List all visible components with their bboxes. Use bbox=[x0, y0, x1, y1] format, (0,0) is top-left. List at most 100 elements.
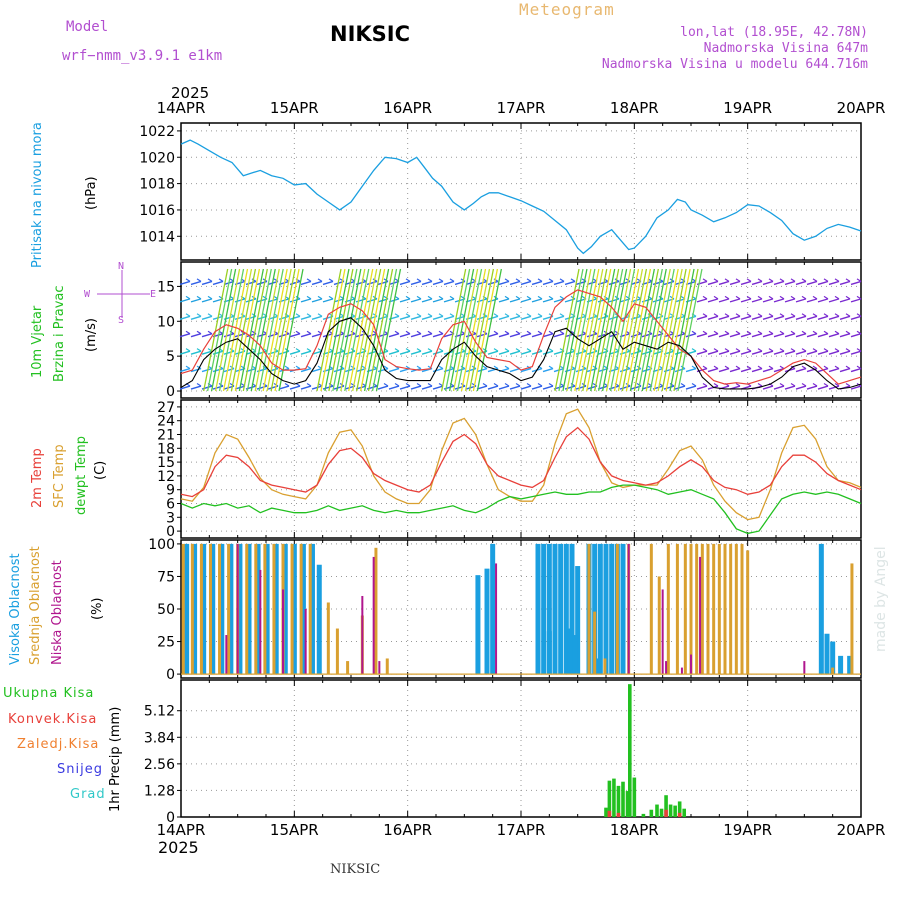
precip-bar bbox=[682, 808, 686, 817]
wind-arrow-head bbox=[724, 365, 730, 370]
wind-arrow bbox=[190, 315, 202, 320]
wind-arrow-head bbox=[306, 348, 312, 352]
cloud-bar-high bbox=[824, 633, 830, 675]
wind-arrow bbox=[256, 385, 268, 390]
wind-arrow bbox=[608, 298, 620, 303]
wind-fan bbox=[460, 268, 487, 392]
wind-arrow bbox=[421, 333, 433, 338]
wind-arrow-head bbox=[735, 365, 741, 370]
wind-arrow-head bbox=[812, 278, 818, 282]
wind-arrow-head bbox=[493, 313, 499, 317]
dewpoint-line bbox=[180, 484, 862, 535]
cloud-bar-low bbox=[372, 556, 375, 675]
cloud-bar-high bbox=[546, 543, 552, 675]
wind-arrow bbox=[487, 350, 499, 355]
cloud-bar-mid bbox=[290, 543, 294, 675]
precip-bar bbox=[664, 809, 668, 817]
wind-arrow bbox=[828, 280, 840, 286]
cloud-bar-mid bbox=[263, 543, 267, 675]
wind-arrow-head bbox=[515, 348, 521, 352]
wind-arrow-head bbox=[746, 348, 752, 352]
cloud-bar-low bbox=[236, 543, 239, 675]
wind-arrow-head bbox=[306, 278, 312, 282]
wind-arrow bbox=[718, 298, 730, 303]
cloud-bar-mid bbox=[346, 661, 350, 675]
cloud-bar-mid bbox=[254, 543, 258, 675]
wind-arrow-head bbox=[779, 313, 785, 317]
cloud-bar-high bbox=[219, 543, 225, 675]
wind-fan bbox=[214, 268, 241, 392]
wind-arrow bbox=[267, 350, 279, 355]
wind-arrow bbox=[509, 280, 521, 286]
precip-bar bbox=[649, 809, 654, 817]
cloud-bar-high bbox=[210, 543, 216, 675]
cloud-bar-low bbox=[378, 661, 381, 675]
wind-arrow-head bbox=[394, 383, 400, 387]
pressure-line bbox=[180, 139, 862, 255]
compass-e: E bbox=[150, 289, 157, 300]
wind-arrow bbox=[762, 350, 774, 355]
wind-arrow-head bbox=[823, 365, 829, 370]
wind-arrow bbox=[509, 298, 521, 303]
wind-arrow bbox=[498, 385, 510, 390]
wind-arrow-head bbox=[493, 383, 499, 387]
wind-arrow bbox=[762, 298, 774, 303]
wind-fan bbox=[324, 268, 350, 392]
wind-arrow bbox=[531, 298, 543, 303]
wind-arrow-head bbox=[768, 365, 774, 370]
cloud-bar-high bbox=[192, 543, 198, 675]
wind-arrow-head bbox=[746, 365, 752, 370]
wind-arrow bbox=[828, 385, 840, 390]
wind-arrow bbox=[762, 333, 774, 338]
wind-arrow-head bbox=[262, 295, 268, 300]
wind-arrow-head bbox=[823, 278, 829, 282]
cloud-bar-mid bbox=[746, 550, 750, 675]
wind-fan bbox=[344, 268, 370, 392]
x-tick-label-bottom: 18APR bbox=[610, 821, 659, 839]
wind-arrow-head bbox=[548, 383, 554, 387]
cloud-bar-mid bbox=[831, 667, 835, 675]
sfc-temp-line bbox=[180, 408, 862, 521]
wind-arrow bbox=[311, 333, 323, 338]
wind-arrow-head bbox=[548, 295, 554, 300]
wind-arrow-head bbox=[702, 365, 708, 370]
wind-arrow bbox=[432, 315, 444, 320]
wind-arrow-head bbox=[196, 278, 202, 282]
wind-arrow-head bbox=[427, 348, 433, 352]
wind-arrow-head bbox=[724, 348, 730, 352]
wind-arrow bbox=[498, 333, 510, 338]
cloud-bar-mid bbox=[729, 543, 733, 675]
cloud-bar-high bbox=[475, 575, 481, 675]
wind-fan bbox=[222, 268, 249, 392]
wind-arrow bbox=[685, 367, 697, 373]
wind-fan bbox=[645, 268, 671, 392]
wind-arrow bbox=[179, 367, 191, 373]
y-tick-label: 6 bbox=[166, 497, 175, 513]
wind-arrow bbox=[784, 298, 796, 303]
wind-arrow-head bbox=[691, 330, 697, 335]
wind-arrow-head bbox=[504, 330, 510, 335]
wind-arrow bbox=[487, 280, 499, 286]
wind-arrow bbox=[685, 385, 697, 390]
wind-arrow bbox=[300, 367, 312, 373]
wind-arrow bbox=[531, 280, 543, 286]
wind-arrow bbox=[762, 367, 774, 373]
cloud-bar-high bbox=[291, 543, 297, 675]
wind-arrow bbox=[476, 385, 488, 390]
wind-arrow-head bbox=[295, 330, 301, 335]
wind-arrow-head bbox=[427, 278, 433, 282]
cloud-bar-mid bbox=[706, 543, 710, 675]
precip-bar bbox=[625, 791, 630, 817]
wind-arrow-head bbox=[284, 383, 290, 387]
legend-total-rain: Ukupna Kisa bbox=[3, 686, 95, 701]
wind-arrow bbox=[696, 315, 708, 320]
y-tick-label: 2.56 bbox=[144, 757, 175, 773]
cloud-bar-high bbox=[184, 543, 190, 675]
y-tick-label: 9 bbox=[166, 483, 175, 499]
cloud-bar-mid bbox=[308, 543, 312, 675]
wind-arrow bbox=[850, 367, 862, 373]
x-tick-label-top: 15APR bbox=[270, 99, 319, 117]
wind-arrow bbox=[553, 315, 565, 320]
y-tick-label: 12 bbox=[157, 469, 175, 485]
wind-arrow-head bbox=[394, 330, 400, 335]
